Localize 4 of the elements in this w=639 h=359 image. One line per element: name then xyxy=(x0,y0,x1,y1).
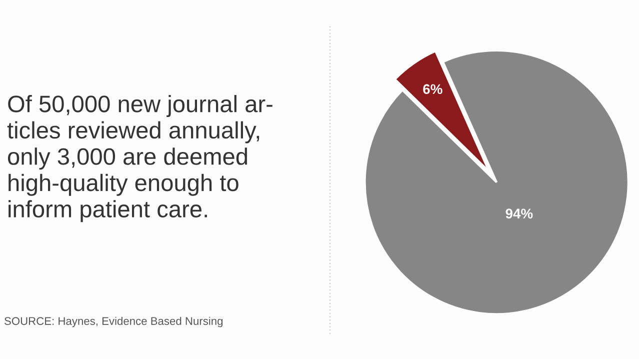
text: Of 50,000 new journal ar- ticles reviewed annually, only 3,000 are deemed high-quality enough to inform patient care. xyxy=(7,95,272,222)
data-label: 94% xyxy=(506,208,533,218)
data-label: 6% xyxy=(423,84,442,94)
source-note: SOURCE: Haynes, Evidence Based Nursing xyxy=(4,316,223,328)
